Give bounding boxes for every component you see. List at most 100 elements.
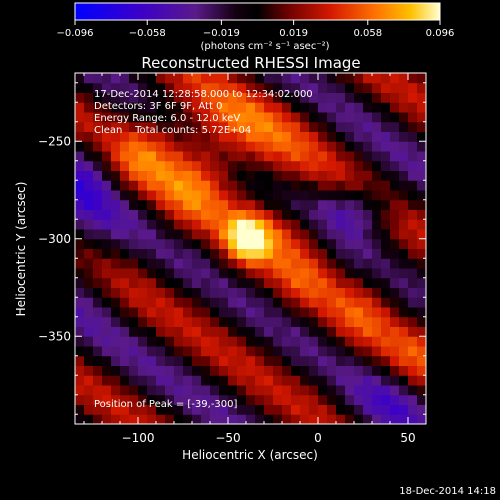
heatmap-cell: [93, 336, 103, 347]
heatmap-cell: [345, 229, 355, 240]
heatmap-cell: [183, 121, 193, 132]
heatmap-cell: [192, 82, 202, 93]
heatmap-cell: [282, 365, 292, 376]
heatmap-cell: [327, 141, 337, 152]
heatmap-cell: [300, 102, 310, 113]
heatmap-cell: [75, 229, 85, 240]
heatmap-cell: [192, 219, 202, 230]
heatmap-cell: [210, 404, 220, 415]
heatmap-cell: [183, 297, 193, 308]
heatmap-cell: [372, 102, 382, 113]
heatmap-cell: [399, 297, 409, 308]
heatmap-cell: [255, 268, 265, 279]
heatmap-cell: [156, 365, 166, 376]
heatmap-cell: [219, 394, 229, 405]
heatmap-cell: [183, 199, 193, 210]
heatmap-cell: [309, 268, 319, 279]
heatmap-cell: [219, 82, 229, 93]
heatmap-cell: [183, 209, 193, 220]
heatmap-cell: [93, 219, 103, 230]
heatmap-cell: [93, 131, 103, 142]
heatmap-cell: [372, 238, 382, 249]
heatmap-cell: [237, 277, 247, 288]
heatmap-cell: [138, 297, 148, 308]
heatmap-cell: [255, 170, 265, 181]
heatmap-cell: [309, 326, 319, 337]
heatmap-cell: [147, 375, 157, 386]
heatmap-cell: [309, 170, 319, 181]
heatmap-cell: [345, 307, 355, 318]
heatmap-cell: [147, 297, 157, 308]
heatmap-cell: [390, 277, 400, 288]
heatmap-cell: [372, 346, 382, 357]
heatmap-cell: [192, 414, 202, 424]
heatmap-cell: [300, 414, 310, 424]
heatmap-cell: [192, 209, 202, 220]
heatmap-cell: [264, 268, 274, 279]
heatmap-cell: [363, 375, 373, 386]
heatmap-cell: [273, 307, 283, 318]
heatmap-cell: [291, 287, 301, 298]
heatmap-cell: [345, 287, 355, 298]
heatmap-cell: [336, 209, 346, 220]
heatmap-cell: [399, 394, 409, 405]
heatmap-cell: [408, 385, 418, 396]
heatmap-cell: [165, 316, 175, 327]
heatmap-cell: [309, 160, 319, 171]
heatmap-cell: [327, 268, 337, 279]
heatmap-cell: [111, 394, 121, 405]
heatmap-cell: [174, 190, 184, 201]
heatmap-cell: [93, 141, 103, 152]
heatmap-cell: [102, 180, 112, 191]
heatmap-cell: [372, 151, 382, 162]
heatmap-cell: [408, 102, 418, 113]
heatmap-cell: [147, 268, 157, 279]
heatmap-cell: [93, 258, 103, 269]
heatmap-cell: [84, 170, 94, 181]
heatmap-cell: [174, 73, 184, 84]
heatmap-cell: [327, 121, 337, 132]
heatmap-cell: [417, 248, 426, 259]
heatmap-cell: [336, 141, 346, 152]
heatmap-cell: [102, 404, 112, 415]
heatmap-cell: [147, 102, 157, 113]
heatmap-cell: [84, 414, 94, 424]
heatmap-cell: [237, 316, 247, 327]
heatmap-cell: [291, 199, 301, 210]
heatmap-cell: [273, 160, 283, 171]
heatmap-cell: [219, 180, 229, 191]
heatmap-cell: [192, 277, 202, 288]
heatmap-cell: [336, 102, 346, 113]
heatmap-cell: [381, 102, 391, 113]
heatmap-cell: [390, 229, 400, 240]
heatmap-cell: [354, 121, 364, 132]
annotation-detectors: Detectors: 3F 6F 9F, Att 0: [94, 101, 222, 112]
heatmap-cell: [120, 307, 130, 318]
heatmap-cell: [228, 375, 238, 386]
heatmap-cell: [318, 385, 328, 396]
heatmap-cell: [417, 404, 426, 415]
heatmap-cell: [138, 73, 148, 84]
heatmap-cell: [264, 199, 274, 210]
heatmap-cell: [309, 238, 319, 249]
colorbar-ticks: −0.096 −0.058 −0.019 0.019 0.058 0.096: [56, 20, 454, 39]
heatmap-cell: [417, 121, 426, 132]
heatmap-cell: [363, 277, 373, 288]
heatmap-cell: [192, 307, 202, 318]
heatmap-cell: [120, 277, 130, 288]
heatmap-cell: [390, 238, 400, 249]
heatmap-cell: [219, 404, 229, 415]
heatmap-cell: [390, 199, 400, 210]
heatmap-cell: [192, 258, 202, 269]
heatmap-cell: [273, 121, 283, 132]
heatmap-cell: [255, 131, 265, 142]
heatmap-cell: [318, 131, 328, 142]
heatmap-cell: [336, 131, 346, 142]
heatmap-cell: [255, 307, 265, 318]
heatmap-cell: [327, 151, 337, 162]
heatmap-cell: [408, 355, 418, 366]
heatmap-cell: [408, 404, 418, 415]
heatmap-cell: [336, 238, 346, 249]
heatmap-cell: [111, 229, 121, 240]
heatmap-cell: [210, 73, 220, 84]
